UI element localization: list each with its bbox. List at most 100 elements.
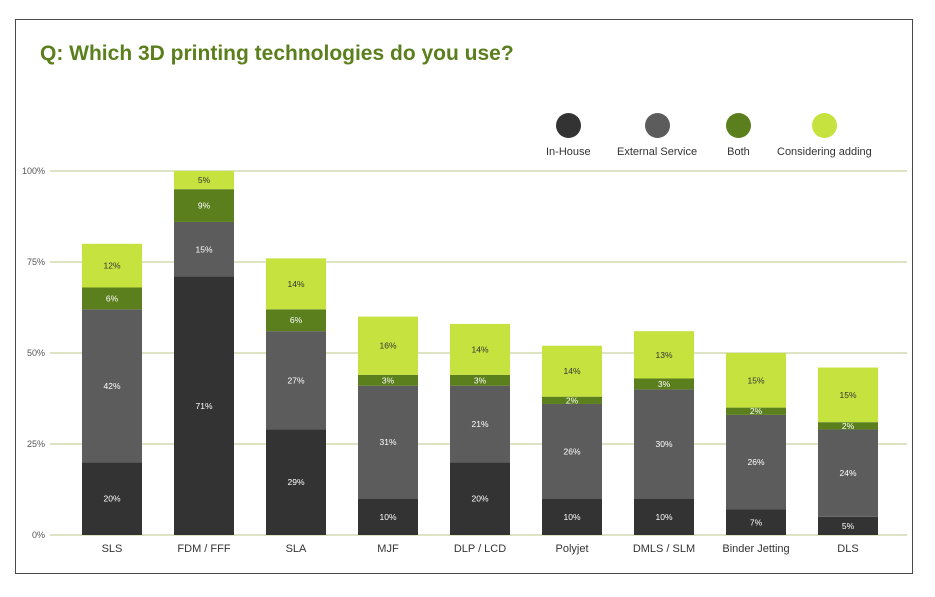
bar-segment <box>450 374 510 386</box>
data-label: 31% <box>379 437 396 447</box>
data-label: 2% <box>566 395 579 405</box>
data-label: 71% <box>195 401 212 411</box>
data-label: 27% <box>287 375 304 385</box>
y-tick-label: 100% <box>22 166 45 176</box>
x-tick-label: SLA <box>286 543 307 555</box>
data-label: 5% <box>842 521 855 531</box>
bar-segment <box>82 309 142 463</box>
bar-segment <box>634 389 694 499</box>
legend-label-both: Both <box>727 146 750 158</box>
bar-segment <box>82 287 142 310</box>
legend-item-considering-adding: Considering adding <box>777 113 872 158</box>
data-label: 12% <box>103 261 120 271</box>
data-label: 6% <box>106 293 119 303</box>
x-tick-label: DMLS / SLM <box>633 543 695 555</box>
y-tick-label: 25% <box>27 439 45 449</box>
data-label: 2% <box>750 406 763 416</box>
data-label: 16% <box>379 341 396 351</box>
bar-segment <box>450 323 510 375</box>
legend-label-external-service: External Service <box>617 146 698 158</box>
bar-segment <box>174 276 234 535</box>
bar-segment <box>542 403 602 499</box>
data-label: 15% <box>195 244 212 254</box>
bar-segment <box>358 385 418 499</box>
data-label: 20% <box>103 494 120 504</box>
bar-segment <box>266 309 326 332</box>
bar-segment <box>266 258 326 310</box>
x-tick-label: FDM / FFF <box>177 543 230 555</box>
bar-segment <box>818 516 878 535</box>
bar-segment <box>266 429 326 535</box>
data-label: 14% <box>471 344 488 354</box>
bar-segment <box>726 414 786 510</box>
bar-segment <box>818 422 878 430</box>
data-label: 14% <box>287 279 304 289</box>
x-tick-label: Polyjet <box>555 543 588 555</box>
legend-item-external-service: External Service <box>617 113 697 158</box>
bar-segment <box>818 367 878 423</box>
bar-segment <box>634 331 694 379</box>
data-label: 10% <box>563 512 580 522</box>
bar-segment <box>174 171 234 190</box>
x-tick-label: Binder Jetting <box>722 543 789 555</box>
bar-segment <box>634 498 694 535</box>
bar-segment <box>542 345 602 397</box>
data-label: 15% <box>839 390 856 400</box>
data-label: 3% <box>658 379 671 389</box>
data-label: 3% <box>382 375 395 385</box>
bar-segment <box>542 498 602 535</box>
legend-swatch-considering-adding <box>811 113 837 138</box>
data-label: 14% <box>563 366 580 376</box>
legend-swatch-in-house <box>555 113 581 138</box>
x-tick-label: DLS <box>837 543 858 555</box>
data-label: 7% <box>750 517 763 527</box>
legend-label-considering-adding: Considering adding <box>777 146 872 158</box>
bar-segment <box>174 221 234 277</box>
chart-title: Q: Which 3D printing technologies do you… <box>40 42 514 65</box>
data-label: 10% <box>379 512 396 522</box>
legend-item-in-house: In-House <box>546 113 591 158</box>
data-label: 26% <box>563 446 580 456</box>
chart-frame <box>15 19 913 574</box>
legend-item-both: Both <box>726 113 751 158</box>
bar-segment <box>726 353 786 408</box>
data-label: 21% <box>471 419 488 429</box>
bar-segment <box>634 378 694 390</box>
data-label: 3% <box>474 375 487 385</box>
x-tick-label: MJF <box>377 543 399 555</box>
y-tick-label: 0% <box>32 530 45 540</box>
data-label: 13% <box>655 350 672 360</box>
bar-segment <box>174 189 234 222</box>
bar-segment <box>726 509 786 535</box>
legend-swatch-both <box>726 113 751 138</box>
data-label: 9% <box>198 201 211 211</box>
data-label: 30% <box>655 439 672 449</box>
legend-label-in-house: In-House <box>546 146 591 158</box>
bar-segment <box>542 396 602 404</box>
data-label: 6% <box>290 315 303 325</box>
data-label: 2% <box>842 421 855 431</box>
data-label: 42% <box>103 381 120 391</box>
data-label: 5% <box>198 175 211 185</box>
bar-segment <box>82 243 142 288</box>
x-tick-label: DLP / LCD <box>454 543 506 555</box>
bar-segment <box>818 429 878 517</box>
bar-segment <box>358 498 418 535</box>
bar-segment <box>450 462 510 535</box>
data-label: 10% <box>655 512 672 522</box>
bar-segment <box>358 316 418 375</box>
data-label: 26% <box>747 457 764 467</box>
x-tick-label: SLS <box>102 543 123 555</box>
data-label: 15% <box>747 375 764 385</box>
y-tick-label: 50% <box>27 348 45 358</box>
bar-segment <box>450 385 510 463</box>
y-tick-label: 75% <box>27 257 45 267</box>
legend-swatch-external-service <box>644 113 670 138</box>
data-label: 29% <box>287 477 304 487</box>
bar-segment <box>726 407 786 415</box>
bar-segment <box>358 374 418 386</box>
bar-segment <box>82 462 142 535</box>
data-label: 20% <box>471 494 488 504</box>
bar-segment <box>266 331 326 430</box>
